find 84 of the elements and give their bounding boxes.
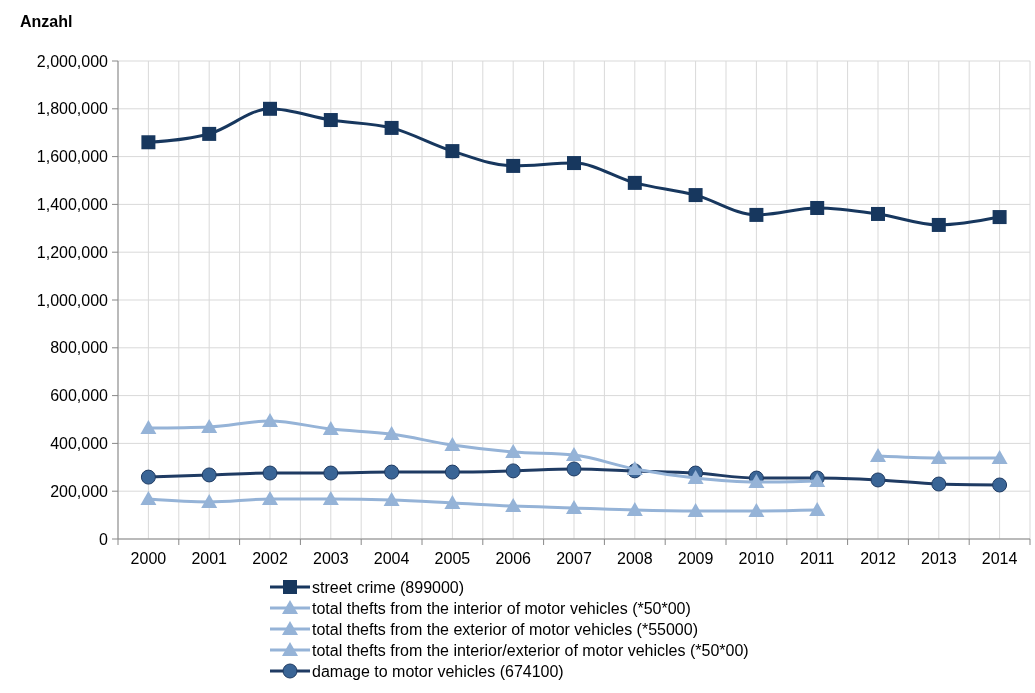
y-tick-label: 400,000 (50, 435, 109, 452)
point (444, 494, 461, 509)
point (931, 217, 946, 232)
y-tick-label: 2,000,000 (36, 52, 109, 70)
x-tick-label: 2014 (981, 550, 1018, 567)
y-tick-label: 600,000 (50, 387, 109, 405)
x-tick-label: 2013 (921, 550, 957, 567)
point (810, 200, 825, 215)
point (870, 448, 886, 463)
x-tick-label: 2005 (434, 550, 471, 567)
point (141, 135, 156, 150)
point (871, 206, 885, 221)
point (262, 491, 278, 506)
y-tick-label: 1,400,000 (36, 196, 109, 213)
point (201, 418, 218, 433)
point (506, 158, 521, 173)
x-tick-label: 2003 (313, 550, 349, 567)
point (748, 474, 765, 489)
point (262, 465, 278, 481)
point (505, 444, 522, 458)
point (567, 156, 581, 171)
point (930, 449, 947, 464)
legend-label: damage to motor vehicles (674100) (312, 662, 564, 680)
x-tick-label: 2006 (495, 550, 532, 567)
point (384, 464, 400, 480)
y-tick-label: 1,600,000 (36, 148, 109, 166)
legend-label: total thefts from the interior of motor vehicles (*50*00) (312, 599, 691, 617)
point (626, 502, 643, 517)
point (140, 491, 157, 506)
point (566, 499, 582, 514)
point (322, 491, 339, 506)
point (384, 120, 399, 135)
x-tick-label: 2012 (860, 550, 896, 567)
point (809, 502, 826, 517)
x-tick-label: 2000 (130, 550, 167, 567)
y-axis-title: Anzahl (20, 13, 73, 30)
point (687, 503, 704, 518)
point (323, 465, 339, 481)
x-tick-label: 2007 (556, 550, 592, 567)
point (444, 464, 460, 480)
point (322, 421, 339, 436)
point (444, 437, 461, 452)
y-tick-label: 1,200,000 (36, 243, 109, 261)
point (749, 207, 764, 222)
point (383, 426, 400, 441)
y-tick-label: 200,000 (50, 482, 109, 500)
point (262, 412, 278, 427)
x-tick-label: 2008 (617, 550, 653, 567)
y-tick-label: 800,000 (50, 339, 109, 357)
point (140, 420, 157, 435)
point (931, 476, 947, 492)
y-tick-label: 1,800,000 (36, 100, 109, 118)
point (323, 113, 338, 128)
point (445, 144, 460, 159)
point (992, 210, 1007, 225)
point (505, 463, 521, 479)
x-tick-label: 2001 (191, 550, 228, 567)
point (748, 503, 765, 518)
point (626, 460, 643, 475)
point (991, 449, 1008, 464)
point (202, 126, 217, 141)
point (383, 492, 400, 507)
point (201, 493, 218, 508)
legend-label: total thefts from the interior/exterior of motor vehicles (*50*00) (312, 641, 749, 659)
y-tick-label: 0 (99, 530, 109, 548)
point (263, 101, 277, 116)
legend-label: street crime (899000) (312, 578, 465, 596)
point (870, 472, 886, 488)
x-tick-label: 2010 (738, 550, 775, 567)
point (505, 498, 522, 513)
legend-label: total thefts from the exterior of motor vehicles (*55000) (312, 620, 698, 638)
point (627, 175, 642, 190)
point (687, 470, 704, 485)
y-tick-label: 1,000,000 (36, 291, 109, 309)
point (992, 477, 1008, 493)
x-tick-label: 2009 (677, 550, 714, 567)
point (566, 447, 582, 462)
x-tick-label: 2011 (800, 550, 835, 567)
x-tick-label: 2004 (373, 550, 410, 567)
x-tick-label: 2002 (252, 550, 288, 567)
point (140, 469, 156, 485)
point (688, 188, 703, 203)
point (201, 467, 217, 483)
point (566, 461, 582, 477)
